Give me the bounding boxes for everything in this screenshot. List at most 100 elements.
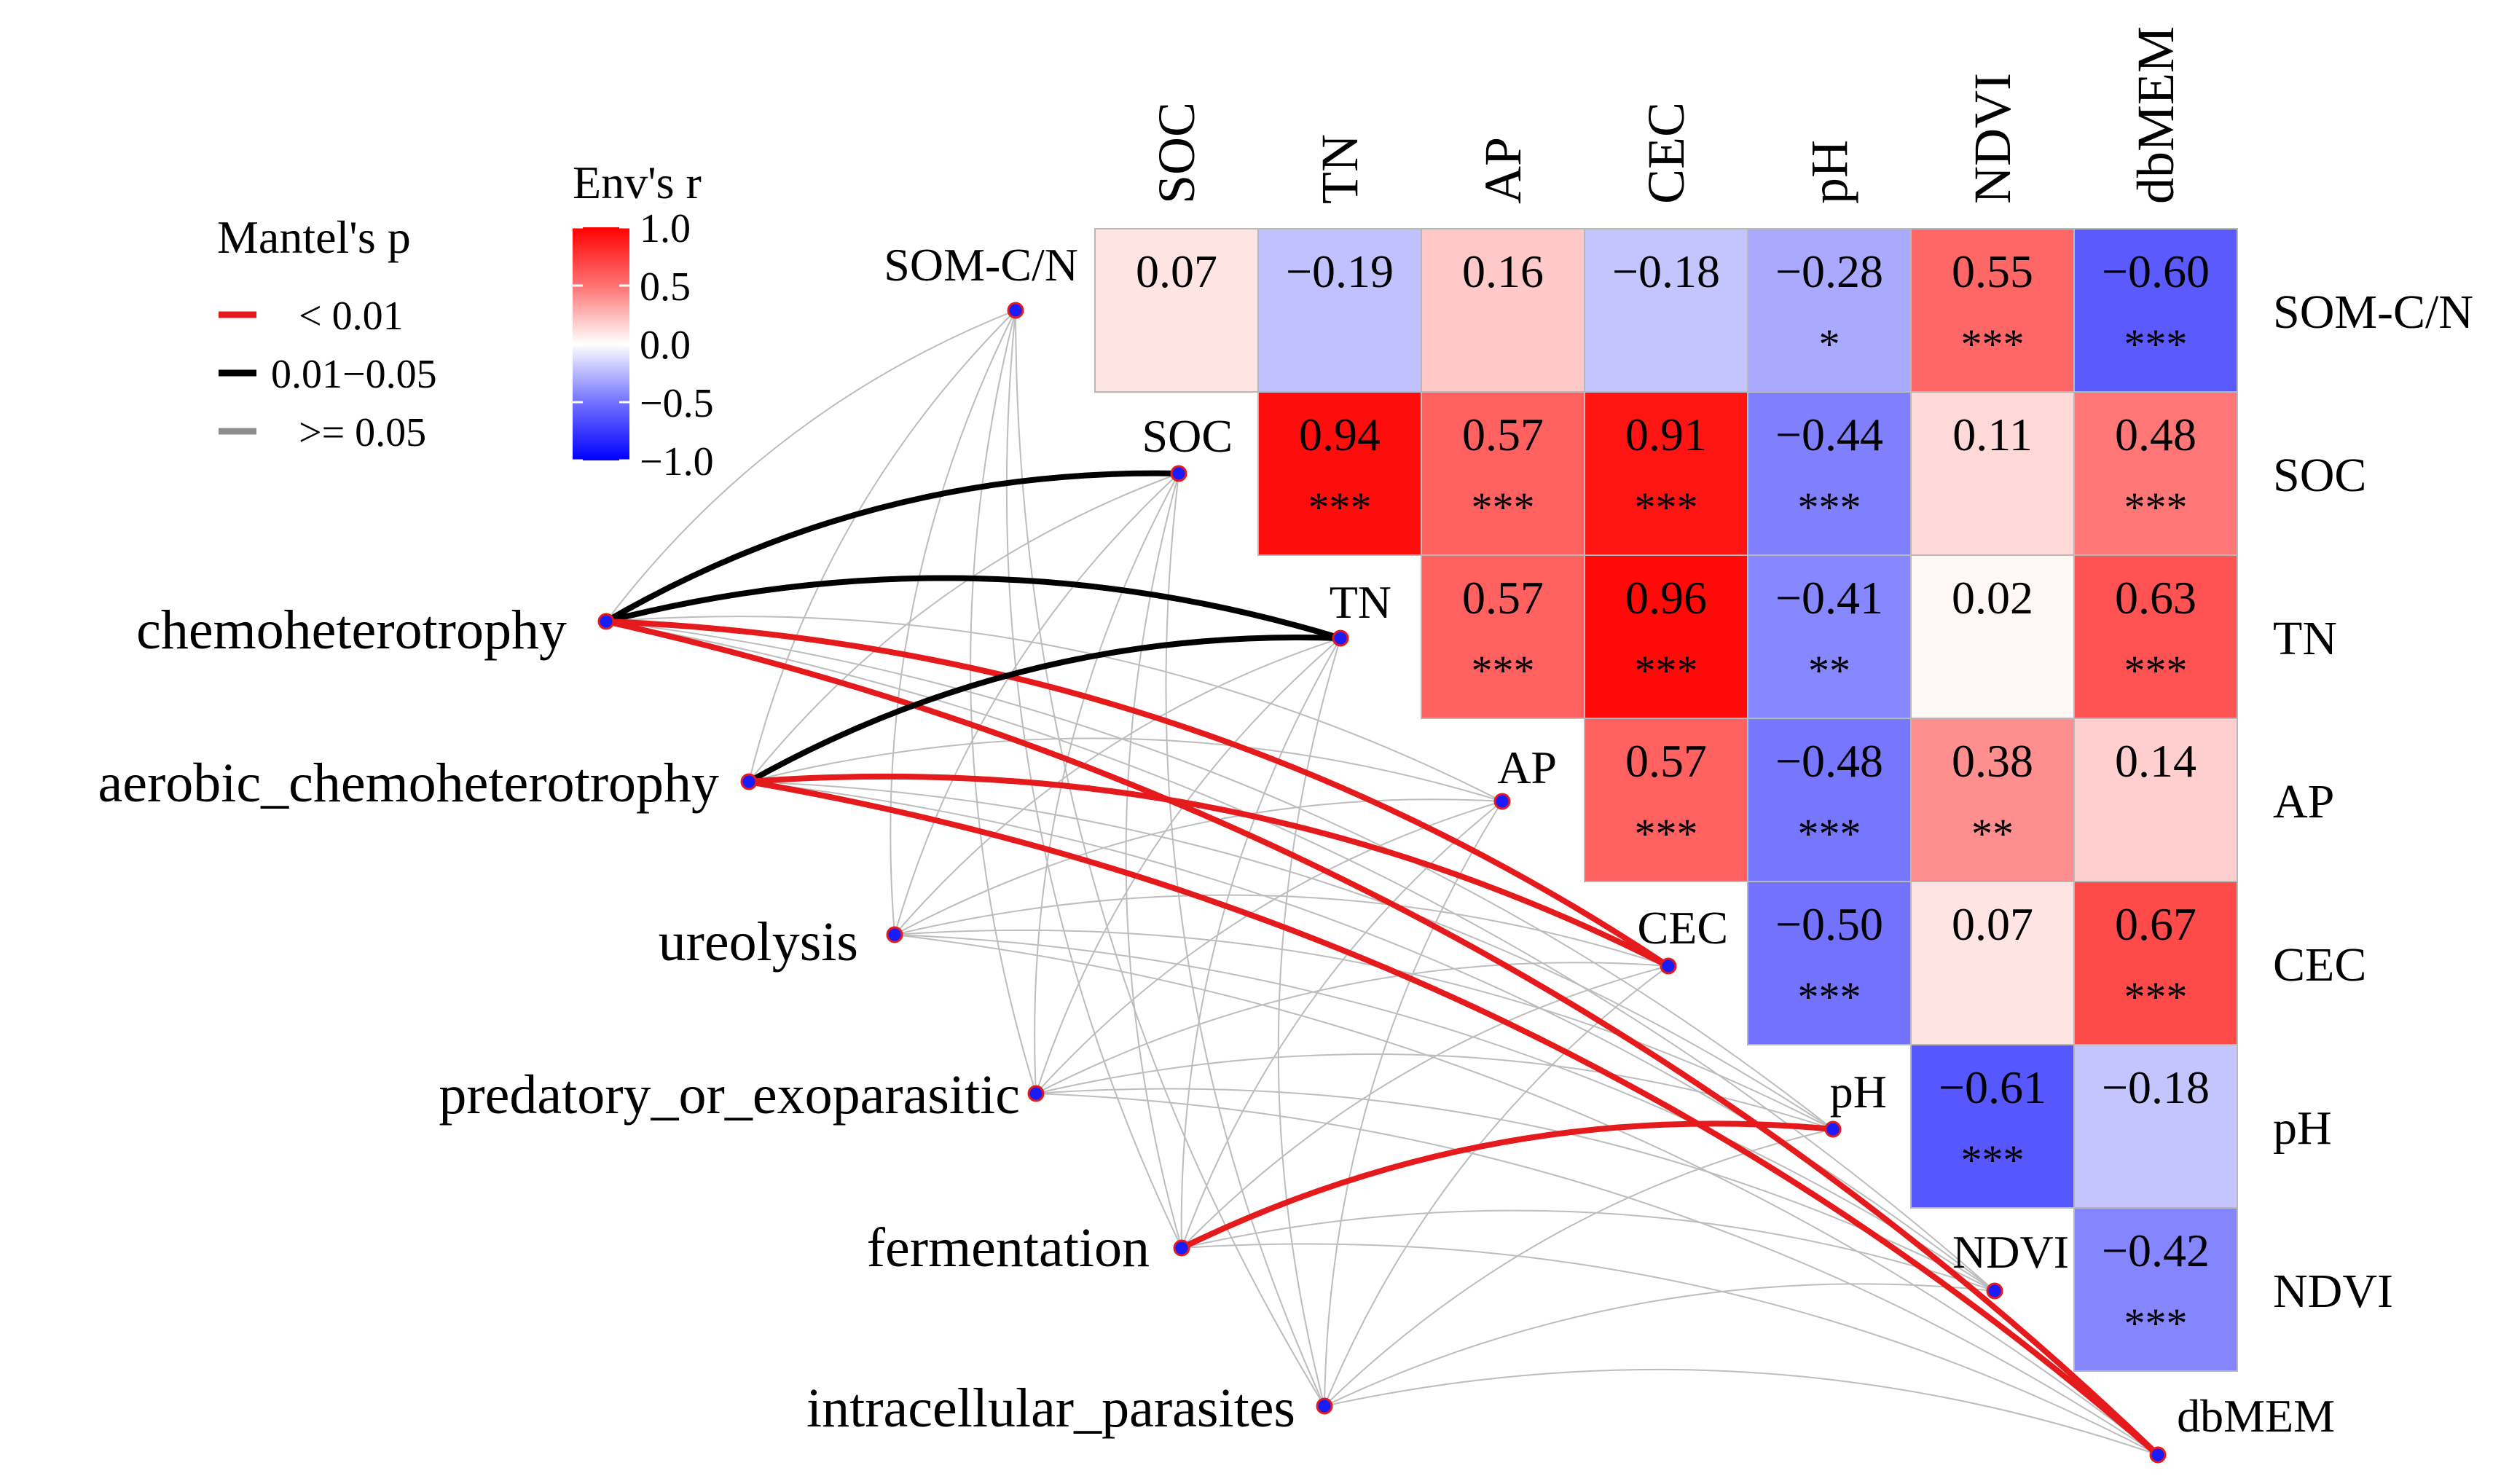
- column-label-soc: SOC: [1147, 102, 1206, 204]
- cell-significance: ***: [1961, 1136, 2025, 1184]
- cell-significance: **: [1971, 810, 2014, 857]
- cell-value: 0.57: [1462, 409, 1544, 460]
- link-ureolysis-to-ap: [894, 798, 1503, 935]
- cell-value: −0.48: [1775, 735, 1883, 787]
- link-chemoheterotrophy-to-soc: [603, 470, 1182, 624]
- cell-som-c-n-ndvi: [1910, 228, 2075, 393]
- cell-tn-ap: [1421, 554, 1585, 719]
- cell-value: 0.94: [1299, 409, 1381, 460]
- link-ureolysis-to-ndvi: [894, 934, 1995, 1292]
- cell-value: −0.19: [1286, 246, 1394, 297]
- cell-soc-ap: [1421, 391, 1585, 556]
- cell-value: 0.96: [1625, 572, 1707, 624]
- cell-value: 0.16: [1462, 246, 1544, 297]
- cell-soc-dbmem: [2073, 391, 2238, 556]
- link-ureolysis-to-soc: [894, 473, 1179, 935]
- cell-value: 0.63: [2115, 572, 2196, 624]
- link-aerobic-chemoheterotrophy-to-cec: [746, 773, 1671, 969]
- row-label-tn: TN: [2273, 612, 2337, 665]
- link-fermentation-to-som-c-n: [1005, 310, 1182, 1249]
- cell-som-c-n-tn: [1257, 228, 1422, 393]
- color-scale-tick-label: −0.5: [640, 381, 714, 426]
- function-label-intracellular-parasites: intracellular_parasites: [806, 1378, 1295, 1439]
- link-chemoheterotrophy-to-cec: [603, 619, 1671, 969]
- link-chemoheterotrophy-to-som-c-n: [605, 310, 1016, 622]
- color-scale-tick-label: 0.5: [640, 264, 691, 310]
- cell-som-c-n-dbmem: [2073, 228, 2238, 393]
- link-chemoheterotrophy-to-ph: [605, 621, 1834, 1130]
- cell-significance: ***: [1961, 321, 2025, 368]
- function-label-aerobic-chemoheterotrophy: aerobic_chemoheterotrophy: [98, 753, 719, 814]
- cell-significance: ***: [2124, 647, 2188, 694]
- cell-value: −0.18: [1612, 246, 1720, 297]
- cell-significance: ***: [2124, 321, 2188, 368]
- env-node-label-tn: TN: [1330, 576, 1391, 628]
- cell-value: 0.57: [1625, 735, 1707, 787]
- cell-significance: ***: [2124, 1300, 2188, 1347]
- mantel-legend-label: 0.01−0.05: [271, 352, 437, 397]
- cell-tn-dbmem: [2073, 554, 2238, 719]
- cell-significance: ***: [1635, 810, 1698, 857]
- color-scale-tick-label: −1.0: [640, 439, 714, 484]
- cell-tn-ph: [1747, 554, 1912, 719]
- cell-soc-ndvi: [1910, 391, 2075, 556]
- cell-value: 0.07: [1952, 898, 2033, 950]
- cell-value: 0.02: [1952, 572, 2033, 624]
- cell-significance: ***: [1798, 973, 1861, 1021]
- cell-significance: *: [1819, 321, 1840, 368]
- color-scale-title: Env's r: [573, 157, 702, 208]
- column-label-tn: TN: [1311, 134, 1369, 204]
- cell-value: −0.42: [2102, 1225, 2210, 1276]
- link-predatory-or-exoparasitic-to-dbmem: [1035, 1093, 2159, 1456]
- link-aerobic-chemoheterotrophy-to-som-c-n: [748, 310, 1016, 782]
- node-aerobic-chemoheterotrophy: [740, 773, 758, 790]
- cell-value: 0.07: [1136, 246, 1217, 297]
- column-label-dbmem: dbMEM: [2127, 26, 2185, 204]
- cell-value: −0.41: [1775, 572, 1883, 624]
- node-predatory-or-exoparasitic: [1027, 1085, 1045, 1102]
- link-predatory-or-exoparasitic-to-cec: [1035, 962, 1669, 1094]
- node-intracellular-parasites: [1316, 1397, 1333, 1415]
- cell-som-c-n-ph: [1747, 228, 1912, 393]
- cell-significance: ***: [1635, 647, 1698, 694]
- cell-significance: ***: [1798, 810, 1861, 857]
- cell-significance: ***: [2124, 484, 2188, 531]
- cell-significance: ***: [1798, 484, 1861, 531]
- cell-value: −0.18: [2102, 1061, 2210, 1113]
- cell-tn-cec: [1584, 554, 1748, 719]
- column-label-ph: pH: [1800, 140, 1858, 204]
- cell-ap-dbmem: [2073, 718, 2238, 882]
- cell-significance: ***: [1472, 647, 1535, 694]
- cell-value: −0.28: [1775, 246, 1883, 297]
- cell-cec-ph: [1747, 881, 1912, 1045]
- node-ndvi: [1986, 1282, 2003, 1300]
- cell-significance: ***: [1635, 484, 1698, 531]
- link-fermentation-to-soc: [1125, 473, 1182, 1249]
- link-ureolysis-to-cec: [894, 894, 1669, 967]
- cell-value: 0.91: [1625, 409, 1707, 460]
- env-node-label-soc: SOC: [1142, 410, 1233, 462]
- cell-value: 0.55: [1952, 246, 2033, 297]
- link-chemoheterotrophy-to-tn: [603, 575, 1343, 641]
- row-label-ap: AP: [2273, 775, 2334, 828]
- cell-significance: ***: [1472, 484, 1535, 531]
- function-label-fermentation: fermentation: [867, 1217, 1150, 1279]
- link-intracellular-parasites-to-cec: [1324, 965, 1669, 1407]
- link-predatory-or-exoparasitic-to-soc: [1034, 473, 1179, 1094]
- link-aerobic-chemoheterotrophy-to-ph: [748, 781, 1834, 1130]
- row-label-som-c-n: SOM-C/N: [2273, 286, 2473, 339]
- cell-value: −0.50: [1775, 898, 1883, 950]
- link-intracellular-parasites-to-tn: [1277, 637, 1341, 1407]
- link-fermentation-to-ap: [1181, 801, 1503, 1249]
- link-intracellular-parasites-to-ph: [1324, 1128, 1834, 1407]
- cell-value: 0.11: [1952, 409, 2033, 460]
- env-node-label-ap: AP: [1497, 742, 1557, 793]
- link-fermentation-to-ph: [1179, 1120, 1836, 1251]
- cell-significance: **: [1808, 647, 1850, 694]
- heatmap-labels: 0.07 −0.19 0.16 −0.18 −0.28 * 0.55 *** −0.60 *** 0…: [1136, 26, 2473, 1347]
- cell-cec-ndvi: [1910, 881, 2075, 1045]
- link-fermentation-to-ndvi: [1181, 1209, 1995, 1292]
- column-label-ap: AP: [1474, 137, 1532, 204]
- function-label-predatory-or-exoparasitic: predatory_or_exoparasitic: [439, 1064, 1020, 1126]
